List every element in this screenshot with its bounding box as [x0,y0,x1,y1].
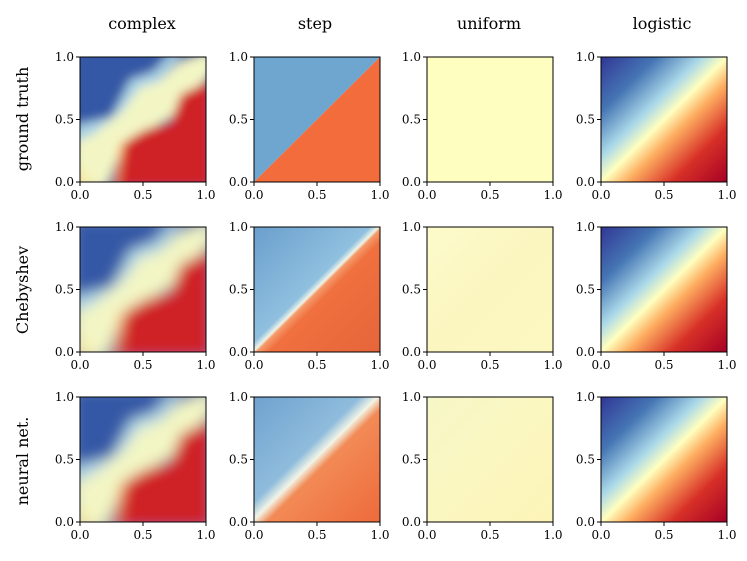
y-tick-label: 0.5 [576,283,595,297]
x-tick-label: 1.0 [717,528,736,542]
heatmap-neural-net-uniform [427,397,553,522]
x-tick-label: 1.0 [196,358,215,372]
x-tick-label: 0.5 [307,188,326,202]
x-tick-label: 0.5 [307,528,326,542]
x-tick-label: 0.0 [417,188,436,202]
x-tick-label: 0.5 [480,528,499,542]
row-label-ground-truth: ground truth [13,67,32,172]
y-tick-label: 1.0 [402,50,421,64]
x-tick-label: 1.0 [370,188,389,202]
x-tick-label: 0.5 [133,358,152,372]
x-tick-label: 0.5 [480,188,499,202]
column-title-logistic: logistic [633,14,692,33]
y-tick-label: 0.5 [55,283,74,297]
y-tick-label: 0.0 [402,515,421,529]
x-tick-label: 0.0 [70,358,89,372]
x-tick-label: 1.0 [543,528,562,542]
heatmap-ground-truth-complex [80,57,206,182]
y-tick-label: 1.0 [402,390,421,404]
y-tick-label: 1.0 [55,390,74,404]
x-tick-label: 0.0 [70,188,89,202]
row-label-chebyshev: Chebyshev [13,246,32,334]
y-tick-label: 0.0 [402,345,421,359]
x-tick-label: 0.5 [654,358,673,372]
x-tick-label: 0.5 [654,528,673,542]
y-tick-label: 0.5 [55,113,74,127]
x-tick-label: 1.0 [717,188,736,202]
y-tick-label: 0.5 [402,453,421,467]
y-tick-label: 0.5 [229,113,248,127]
y-tick-label: 0.0 [55,345,74,359]
heatmap-ground-truth-step [254,57,380,182]
x-tick-label: 0.0 [244,188,263,202]
x-tick-label: 0.0 [591,188,610,202]
x-tick-label: 1.0 [543,358,562,372]
y-tick-label: 1.0 [402,220,421,234]
x-tick-label: 0.5 [654,188,673,202]
y-tick-label: 0.0 [576,345,595,359]
x-tick-label: 0.0 [417,528,436,542]
panels-grid: 0.00.00.50.51.01.00.00.00.50.51.01.00.00… [55,50,737,542]
heatmap-neural-net-step [254,397,380,522]
y-tick-label: 1.0 [576,220,595,234]
x-tick-label: 1.0 [370,528,389,542]
x-tick-label: 0.0 [591,528,610,542]
x-tick-label: 0.5 [480,358,499,372]
y-tick-label: 0.0 [576,515,595,529]
y-tick-label: 1.0 [576,390,595,404]
y-tick-label: 1.0 [229,390,248,404]
x-tick-label: 0.0 [417,358,436,372]
x-tick-label: 1.0 [543,188,562,202]
heatmap-chebyshev-step [254,227,380,352]
x-tick-label: 0.5 [307,358,326,372]
y-tick-label: 0.0 [229,175,248,189]
column-title-complex: complex [108,14,176,33]
y-tick-label: 0.0 [55,175,74,189]
y-tick-label: 0.5 [229,283,248,297]
heatmap-chebyshev-complex [80,227,206,352]
heatmap-neural-net-complex [80,397,206,522]
x-tick-label: 0.5 [133,528,152,542]
heatmap-neural-net-logistic [601,397,727,522]
x-tick-label: 0.0 [244,528,263,542]
heatmap-ground-truth-uniform [427,57,553,182]
row-label-neural-net: neural net. [13,417,32,506]
y-tick-label: 0.5 [576,453,595,467]
y-tick-label: 0.5 [229,453,248,467]
x-tick-label: 1.0 [370,358,389,372]
x-tick-label: 0.5 [133,188,152,202]
heatmap-chebyshev-logistic [601,227,727,352]
y-tick-label: 0.0 [576,175,595,189]
x-tick-label: 0.0 [70,528,89,542]
y-tick-label: 0.5 [576,113,595,127]
column-title-step: step [298,14,332,33]
y-tick-label: 0.5 [55,453,74,467]
y-tick-label: 0.0 [229,345,248,359]
column-title-uniform: uniform [457,14,521,33]
heatmap-ground-truth-logistic [601,57,727,182]
y-tick-label: 0.5 [402,283,421,297]
y-tick-label: 0.0 [402,175,421,189]
x-tick-label: 0.0 [591,358,610,372]
x-tick-label: 1.0 [196,188,215,202]
y-tick-label: 1.0 [55,50,74,64]
y-tick-label: 0.0 [55,515,74,529]
y-tick-label: 0.0 [229,515,248,529]
x-tick-label: 1.0 [196,528,215,542]
y-tick-label: 1.0 [229,50,248,64]
y-tick-label: 1.0 [229,220,248,234]
heatmap-chebyshev-uniform [427,227,553,352]
x-tick-label: 0.0 [244,358,263,372]
y-tick-label: 0.5 [402,113,421,127]
y-tick-label: 1.0 [55,220,74,234]
y-tick-label: 1.0 [576,50,595,64]
x-tick-label: 1.0 [717,358,736,372]
